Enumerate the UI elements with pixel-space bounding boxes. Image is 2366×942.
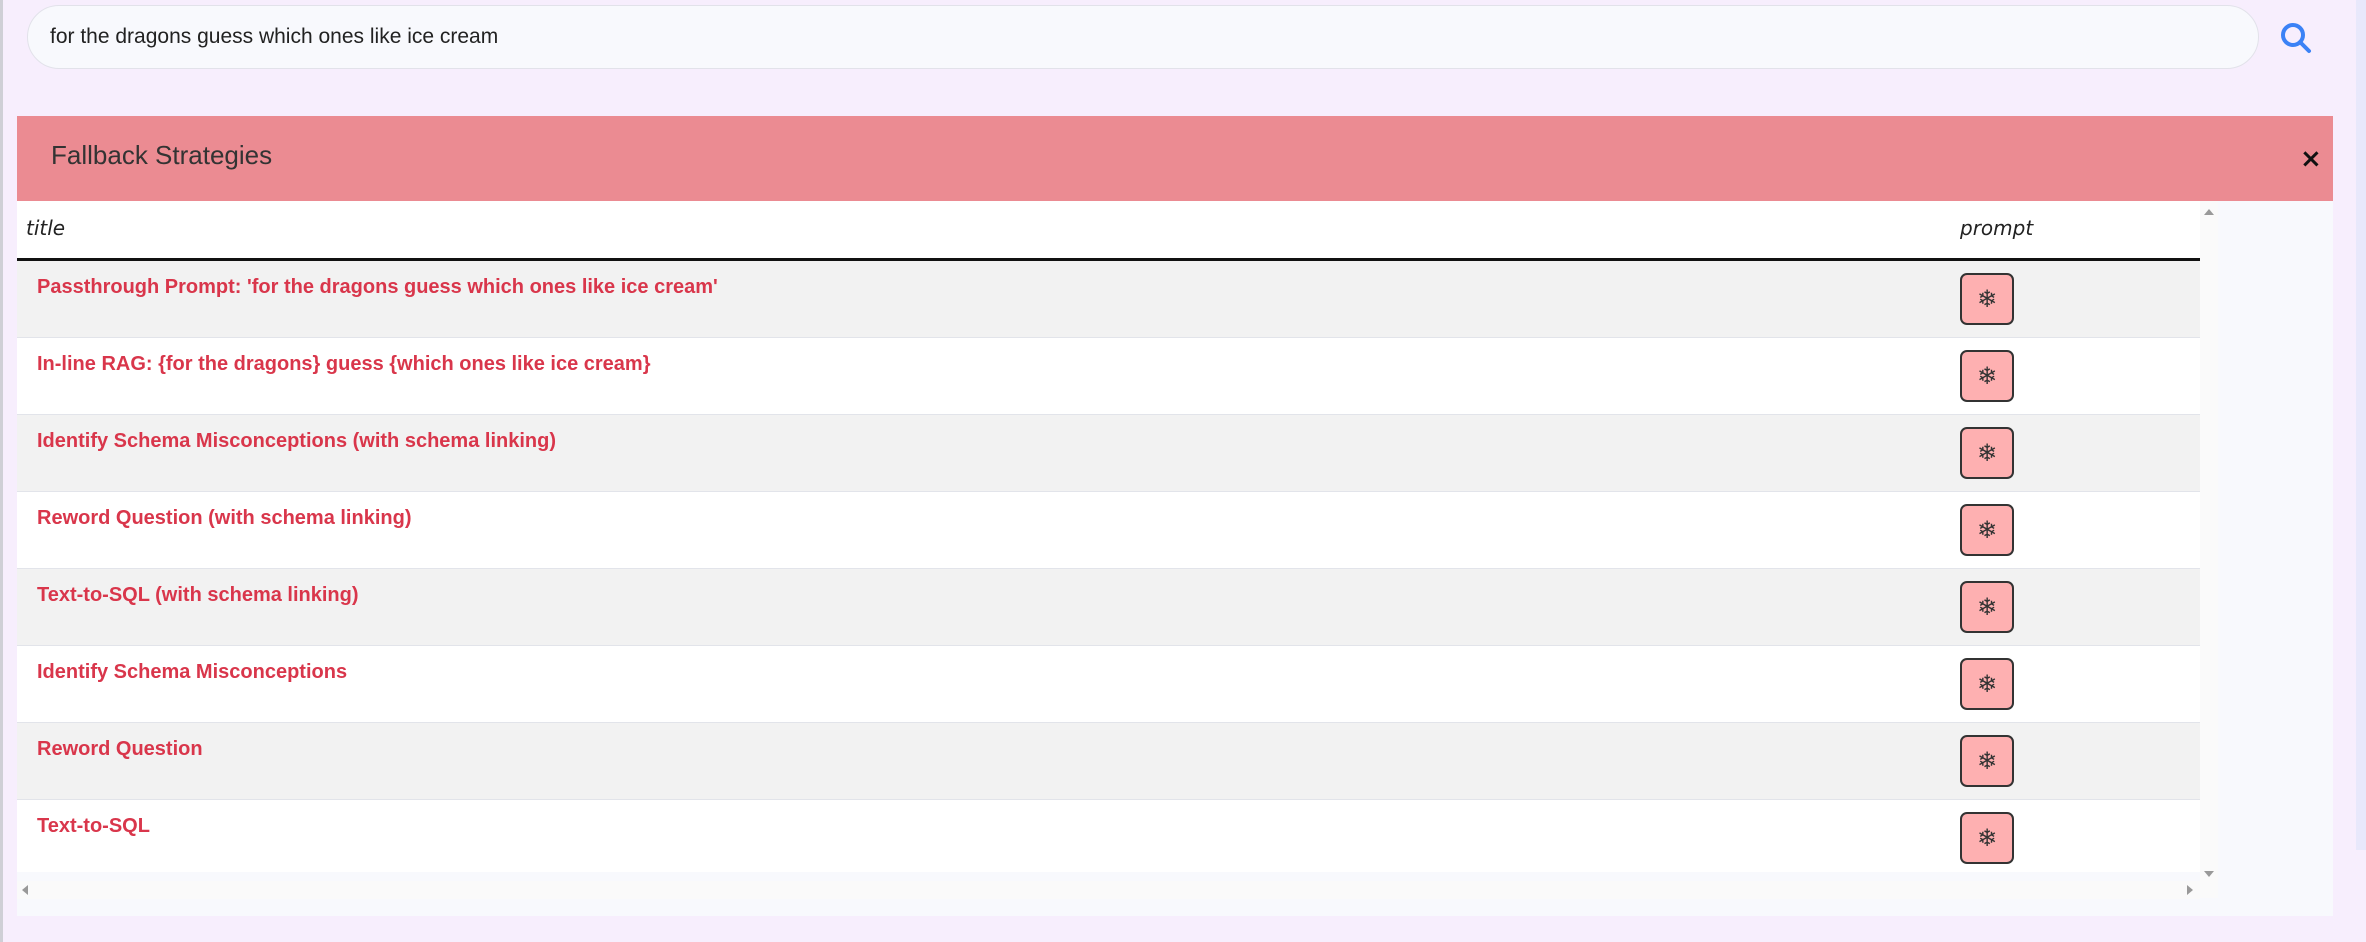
search-button[interactable] [2278, 20, 2314, 56]
window-edge [0, 0, 3, 942]
table-row: Text-to-SQL ❄ [17, 800, 2200, 872]
strategies-table: title prompt Passthrough Prompt: 'for th… [17, 201, 2200, 872]
column-header-prompt[interactable]: prompt [1960, 216, 2034, 240]
snowflake-icon: ❄ [1976, 439, 1998, 467]
strategy-title-link[interactable]: Reword Question (with schema linking) [37, 507, 412, 529]
scroll-right-icon[interactable] [2187, 885, 2193, 895]
strategy-title-link[interactable]: Passthrough Prompt: 'for the dragons gue… [37, 276, 718, 298]
search-icon [2281, 23, 2311, 53]
panel-title: Fallback Strategies [51, 140, 273, 170]
scroll-left-icon[interactable] [22, 885, 28, 895]
vertical-scrollbar[interactable] [2200, 201, 2218, 898]
snowflake-icon: ❄ [1976, 516, 1998, 544]
strategy-title-link[interactable]: Text-to-SQL [37, 815, 150, 837]
prompt-button[interactable]: ❄ [1960, 273, 2014, 325]
snowflake-icon: ❄ [1976, 285, 1998, 313]
strategy-title-link[interactable]: Identify Schema Misconceptions (with sch… [37, 430, 556, 452]
strategy-title-link[interactable]: Identify Schema Misconceptions [37, 661, 348, 683]
prompt-button[interactable]: ❄ [1960, 658, 2014, 710]
table-row: In-line RAG: {for the dragons} guess {wh… [17, 338, 2200, 415]
strategy-title-link[interactable]: Text-to-SQL (with schema linking) [37, 584, 359, 606]
prompt-button[interactable]: ❄ [1960, 350, 2014, 402]
page-scrollbar[interactable] [2356, 0, 2366, 850]
snowflake-icon: ❄ [1976, 362, 1998, 390]
strategy-title-link[interactable]: Reword Question [37, 738, 203, 760]
snowflake-icon: ❄ [1976, 824, 1998, 852]
column-header-title[interactable]: title [26, 216, 66, 240]
scroll-down-icon[interactable] [2204, 871, 2214, 877]
panel-header: Fallback Strategies × [17, 116, 2333, 201]
search-input[interactable] [28, 6, 2258, 68]
prompt-button[interactable]: ❄ [1960, 427, 2014, 479]
table-row: Passthrough Prompt: 'for the dragons gue… [17, 261, 2200, 338]
strategy-title-link[interactable]: In-line RAG: {for the dragons} guess {wh… [37, 353, 651, 375]
prompt-button[interactable]: ❄ [1960, 504, 2014, 556]
table-header: title prompt [17, 201, 2200, 261]
search-bar [27, 5, 2259, 69]
table-row: Identify Schema Misconceptions (with sch… [17, 415, 2200, 492]
prompt-button[interactable]: ❄ [1960, 581, 2014, 633]
prompt-button[interactable]: ❄ [1960, 812, 2014, 864]
prompt-button[interactable]: ❄ [1960, 735, 2014, 787]
table-row: Identify Schema Misconceptions ❄ [17, 646, 2200, 723]
table-row: Text-to-SQL (with schema linking) ❄ [17, 569, 2200, 646]
fallback-strategies-panel: Fallback Strategies × title prompt Passt… [17, 116, 2333, 916]
table-row: Reword Question (with schema linking) ❄ [17, 492, 2200, 569]
snowflake-icon: ❄ [1976, 593, 1998, 621]
scroll-up-icon[interactable] [2204, 209, 2214, 215]
table-row: Reword Question ❄ [17, 723, 2200, 800]
horizontal-scrollbar[interactable] [17, 881, 2200, 899]
snowflake-icon: ❄ [1976, 747, 1998, 775]
snowflake-icon: ❄ [1976, 670, 1998, 698]
close-icon[interactable]: × [2300, 144, 2322, 174]
